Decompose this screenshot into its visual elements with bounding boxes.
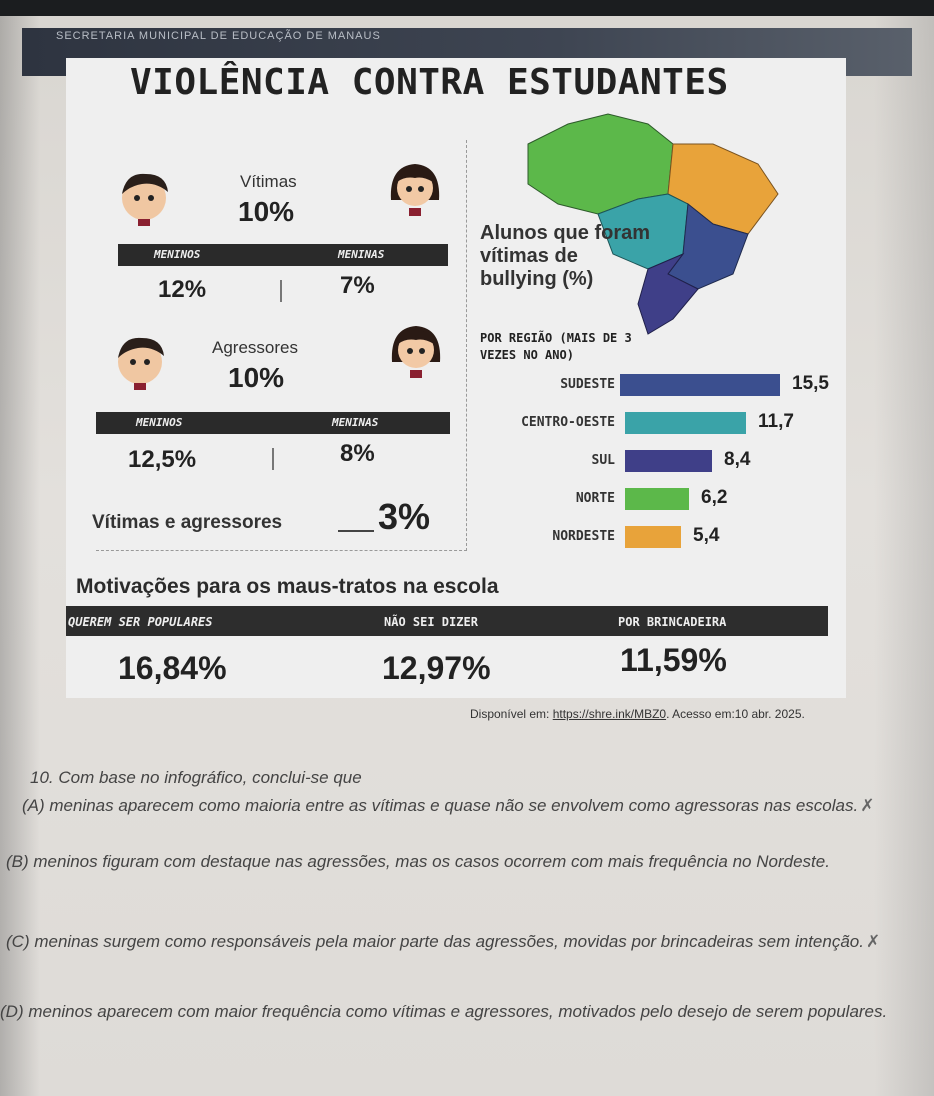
region-value-label: 5,4 — [693, 525, 720, 546]
victims-boys-label: MENINOS — [154, 248, 201, 261]
region-name: NORTE — [575, 491, 615, 506]
motivations-header-band: QUEREM SER POPULARES NÃO SEI DIZER POR B… — [66, 606, 828, 636]
boy-face-icon — [118, 337, 164, 390]
motivation-label-popular: QUEREM SER POPULARES — [68, 615, 213, 629]
victims-gender-header: MENINOS MENINAS — [118, 244, 448, 266]
region-bar-row: NORDESTE 5,4 — [0, 524, 934, 550]
option-d-text: (D) meninos aparecem com maior frequênci… — [0, 1002, 888, 1021]
map-south — [637, 252, 699, 335]
victims-girls-value: 7% — [340, 272, 375, 299]
region-name: CENTRO-OESTE — [521, 415, 615, 430]
page-shadow-right — [874, 16, 934, 1096]
region-name: NORDESTE — [552, 529, 615, 544]
source-link[interactable]: https://shre.ink/MBZ0 — [552, 707, 667, 721]
header-org: SECRETARIA MUNICIPAL DE EDUCAÇÃO DE MANA… — [56, 30, 381, 42]
aggressors-girls-label: MENINAS — [332, 416, 379, 429]
question-stem: 10. Com base no infográfico, conclui-se … — [30, 768, 362, 787]
region-name: SUL — [591, 453, 615, 468]
infographic-title: VIOLÊNCIA CONTRA ESTUDANTES — [130, 62, 729, 103]
region-value-label: 6,2 — [701, 487, 728, 508]
option-b-text: (B) meninos figuram com destaque nas agr… — [6, 852, 830, 871]
gender-panel-frame — [96, 140, 467, 551]
region-bar-row: SUDESTE 15,5 — [0, 372, 934, 398]
option-a[interactable]: (A) meninas aparecem como maioria entre … — [22, 794, 902, 818]
aggressors-girls-value: 8% — [340, 440, 375, 467]
option-b[interactable]: (B) meninos figuram com destaque nas agr… — [6, 850, 886, 874]
divider — [280, 280, 282, 302]
region-value-label: 8,4 — [724, 449, 751, 470]
option-a-text: (A) meninas aparecem como maioria entre … — [22, 796, 859, 815]
victims-total: 10% — [238, 196, 295, 227]
victims-girls-label: MENINAS — [338, 248, 385, 261]
option-c-text: (C) meninas surgem como responsáveis pel… — [6, 932, 864, 951]
motivation-value-popular: 16,84% — [118, 650, 227, 686]
region-bar — [620, 374, 780, 396]
source-suffix: . Acesso em:10 abr. 2025. — [666, 707, 805, 721]
regions-subtitle: POR REGIÃO (MAIS DE 3 VEZES NO ANO) — [480, 331, 632, 362]
region-bar — [625, 412, 746, 434]
aggressors-label: Agressores — [212, 338, 298, 357]
option-d[interactable]: (D) meninos aparecem com maior frequênci… — [0, 1000, 890, 1024]
region-bar — [625, 450, 712, 472]
source-prefix: Disponível em: — [470, 707, 553, 721]
motivation-label-joke: POR BRINCADEIRA — [618, 615, 727, 629]
motivation-value-joke: 11,59% — [620, 642, 727, 678]
page-shadow-left — [0, 16, 40, 1096]
aggressors-gender-header: MENINOS MENINAS — [96, 412, 450, 434]
both-label: Vítimas e agressores — [92, 512, 283, 533]
girl-face-icon — [390, 164, 440, 216]
leader-line — [338, 530, 374, 532]
regions-title: Alunos que foram vítimas de bullying (%) — [480, 222, 651, 290]
victims-boys-value: 12% — [158, 276, 207, 303]
motivation-value-dont-know: 12,97% — [382, 650, 491, 686]
region-bar — [625, 526, 681, 548]
motivations-title: Motivações para os maus-tratos na escola — [76, 575, 499, 598]
region-bar-row: SUL 8,4 — [0, 448, 934, 474]
option-c[interactable]: (C) meninas surgem como responsáveis pel… — [6, 930, 886, 954]
region-value-label: 15,5 — [792, 373, 829, 394]
aggressors-boys-value: 12,5% — [128, 446, 197, 473]
region-value-label: 11,7 — [758, 411, 794, 432]
victims-label: Vítimas — [240, 172, 297, 191]
region-name: SUDESTE — [560, 377, 615, 392]
cross-mark-icon: ✗ — [865, 932, 881, 951]
girl-face-icon — [391, 326, 441, 378]
boy-face-icon — [122, 173, 168, 226]
both-value: 3% — [378, 496, 431, 537]
cross-mark-icon: ✗ — [860, 796, 875, 815]
aggressors-total: 10% — [228, 362, 285, 393]
region-bar-row: NORTE 6,2 — [0, 486, 934, 512]
region-bar-row: CENTRO-OESTE 11,7 — [0, 410, 934, 436]
divider — [272, 448, 274, 470]
brazil-map — [527, 113, 779, 335]
motivation-label-dont-know: NÃO SEI DIZER — [384, 615, 478, 629]
aggressors-boys-label: MENINOS — [136, 416, 183, 429]
region-bar — [625, 488, 689, 510]
source-line: Disponível em: https://shre.ink/MBZ0. Ac… — [470, 707, 805, 721]
